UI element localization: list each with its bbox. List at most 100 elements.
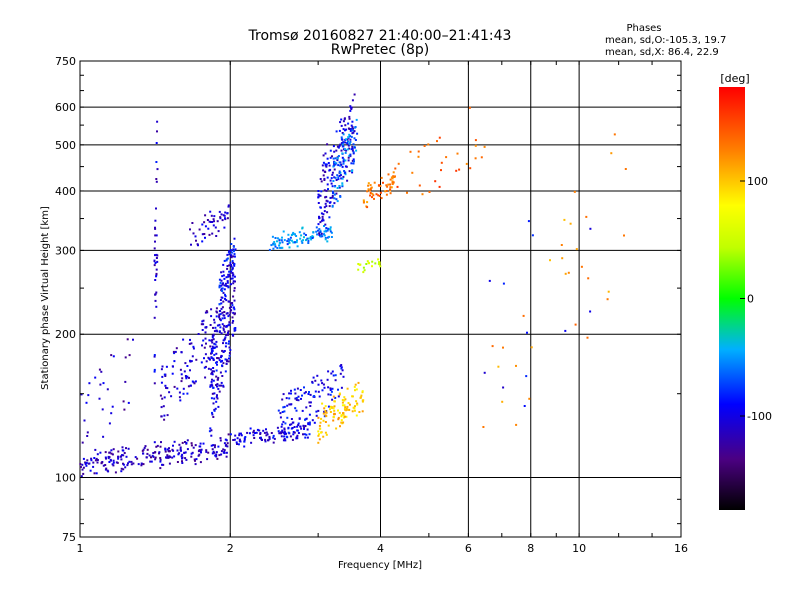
data-point <box>438 136 441 139</box>
data-point <box>208 357 211 360</box>
data-point <box>230 264 233 266</box>
data-point <box>166 455 169 458</box>
data-point <box>346 387 349 390</box>
data-point <box>203 366 206 369</box>
data-point <box>352 152 355 155</box>
data-point <box>186 375 189 378</box>
data-point <box>203 233 206 235</box>
data-point <box>326 183 329 186</box>
data-point <box>331 173 334 176</box>
data-point <box>224 211 227 214</box>
data-point <box>80 393 83 396</box>
data-point <box>325 227 328 229</box>
data-point <box>215 361 217 364</box>
data-point <box>303 392 306 395</box>
data-point <box>224 295 227 298</box>
data-point <box>344 124 347 127</box>
data-point <box>184 457 187 460</box>
data-point <box>102 464 105 467</box>
data-point <box>216 385 218 388</box>
data-point <box>186 448 189 451</box>
data-point <box>218 384 221 387</box>
data-point <box>344 415 346 418</box>
data-point <box>341 177 344 180</box>
data-point <box>300 234 303 237</box>
data-point <box>194 459 196 462</box>
data-point <box>343 171 346 174</box>
data-point <box>154 262 157 264</box>
data-point <box>255 431 258 434</box>
data-point <box>348 147 350 150</box>
data-point <box>227 331 229 334</box>
data-point <box>371 196 373 199</box>
data-point <box>189 369 191 372</box>
data-point <box>296 429 299 432</box>
data-point <box>295 235 298 237</box>
data-point <box>331 205 334 208</box>
data-point <box>215 400 218 403</box>
data-point <box>319 194 322 197</box>
data-point <box>344 141 347 144</box>
data-point <box>295 241 298 244</box>
data-point <box>191 451 194 454</box>
data-point <box>152 452 155 454</box>
data-point <box>293 426 296 428</box>
data-point <box>392 181 395 184</box>
data-point <box>215 451 218 454</box>
data-point <box>161 375 164 378</box>
x-tick-label: 8 <box>527 542 534 555</box>
data-point <box>356 403 359 406</box>
data-point <box>305 433 308 436</box>
data-point <box>342 120 345 123</box>
data-point <box>316 233 319 236</box>
data-point <box>331 196 334 199</box>
data-point <box>227 315 230 318</box>
data-point <box>357 268 360 271</box>
data-point <box>261 439 263 441</box>
data-point <box>377 194 380 197</box>
data-point <box>213 318 216 321</box>
data-point <box>198 453 201 456</box>
data-point <box>215 352 218 355</box>
data-point <box>209 427 212 430</box>
data-point <box>338 411 341 414</box>
data-point <box>206 458 209 461</box>
data-point <box>574 323 577 326</box>
data-point <box>333 161 336 164</box>
data-point <box>225 362 228 365</box>
data-point <box>334 176 337 179</box>
data-point <box>173 352 176 355</box>
data-point <box>326 378 329 381</box>
data-point <box>283 435 286 438</box>
data-point <box>127 447 130 450</box>
data-point <box>342 145 345 148</box>
data-point <box>224 282 227 285</box>
data-point <box>143 446 146 449</box>
data-point <box>292 421 295 424</box>
data-point <box>278 239 281 242</box>
data-point <box>258 429 261 432</box>
data-point <box>79 466 82 468</box>
data-point <box>218 210 221 213</box>
data-point <box>110 412 113 415</box>
data-point <box>220 279 223 282</box>
data-point <box>215 329 218 332</box>
data-point <box>342 416 345 419</box>
data-point <box>348 154 351 157</box>
data-point <box>215 369 218 372</box>
data-point <box>232 295 235 298</box>
data-point <box>283 438 286 440</box>
data-point <box>96 459 99 461</box>
data-point <box>319 229 322 232</box>
data-point <box>154 240 156 243</box>
data-point <box>342 375 345 378</box>
data-point <box>296 387 299 390</box>
data-point <box>194 463 197 466</box>
data-point <box>274 245 277 248</box>
data-point <box>85 461 88 464</box>
data-point <box>219 313 222 316</box>
data-point <box>278 242 281 245</box>
data-point <box>331 155 333 158</box>
data-point <box>610 152 613 155</box>
data-point <box>358 411 361 413</box>
